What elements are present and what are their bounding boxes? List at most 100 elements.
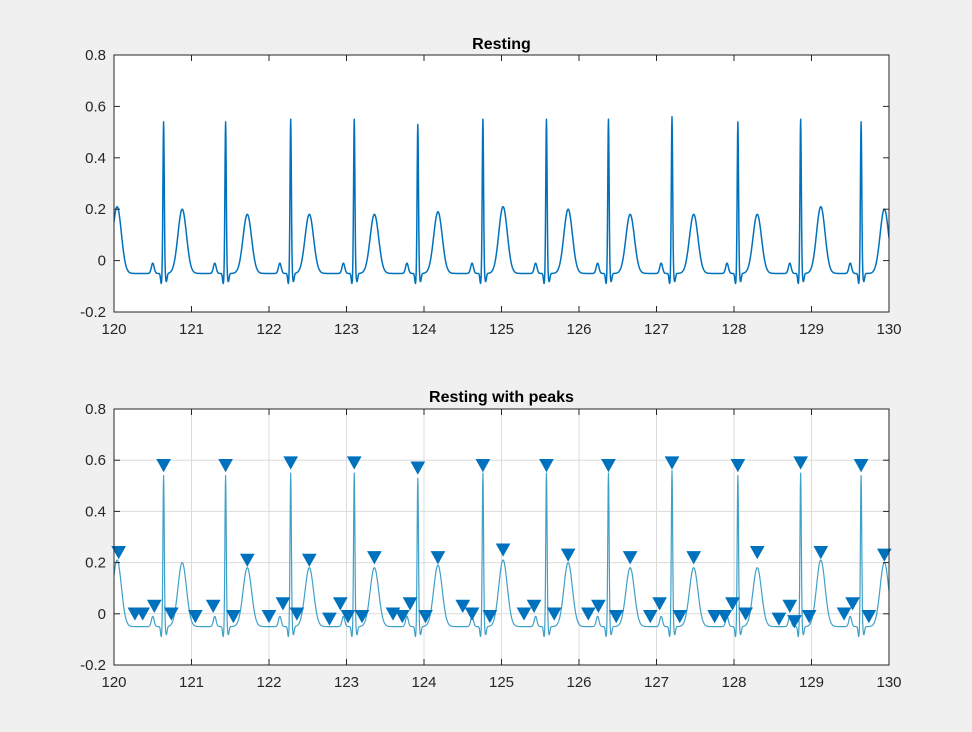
y-tick-label: 0.6: [85, 98, 106, 115]
peak-marker: [164, 607, 179, 621]
x-tick-label: 130: [876, 674, 901, 691]
axis-ticks: 120 121 122 123 124 125 126 127 128 129 130 -0.2 0 0.…: [80, 47, 901, 338]
y-tick-label: -0.2: [80, 657, 106, 674]
peak-marker: [686, 551, 702, 565]
peak-marker: [188, 610, 203, 624]
peak-marker: [801, 610, 817, 624]
x-tick-label: 121: [179, 674, 204, 691]
peak-marker: [495, 543, 511, 557]
x-tick-label: 130: [876, 321, 901, 338]
peak-marker: [749, 546, 765, 560]
peak-marker: [464, 607, 480, 621]
peak-marker: [156, 458, 171, 473]
peak-marker: [861, 610, 877, 624]
x-tick-label: 124: [411, 321, 436, 338]
peak-marker: [546, 607, 562, 621]
peak-marker: [601, 458, 616, 473]
peak-marker: [836, 607, 852, 621]
x-tick-label: 122: [256, 321, 281, 338]
peak-marker: [455, 599, 471, 613]
peak-marker: [475, 458, 491, 473]
ecg-line: [114, 115, 889, 285]
peak-marker: [539, 458, 554, 473]
peak-marker: [322, 612, 337, 626]
peak-marker: [652, 597, 667, 611]
axes-resting: 120 121 122 123 124 125 126 127 128 129 130 -0.2 0 0.…: [80, 36, 901, 338]
x-tick-label: 120: [101, 674, 126, 691]
peak-marker: [111, 546, 126, 560]
x-tick-label: 123: [334, 674, 359, 691]
x-tick-label: 122: [256, 674, 281, 691]
y-tick-label: -0.2: [80, 304, 106, 321]
peak-marker: [205, 599, 221, 613]
x-tick-label: 129: [799, 674, 824, 691]
peak-marker: [346, 456, 362, 470]
peak-marker: [707, 610, 722, 624]
peak-marker: [354, 610, 370, 624]
peak-marker: [580, 607, 596, 621]
peak-marker: [218, 458, 233, 473]
peak-marker: [332, 597, 348, 611]
x-tick-label: 125: [489, 674, 514, 691]
peak-marker: [146, 599, 162, 613]
peak-marker: [642, 610, 658, 624]
x-tick-label: 124: [411, 674, 436, 691]
y-tick-label: 0.2: [85, 201, 106, 218]
ecg-line: [114, 469, 889, 638]
peak-marker: [430, 551, 446, 565]
peak-marker: [226, 610, 241, 624]
x-tick-label: 126: [566, 674, 591, 691]
plot-title: Resting: [472, 36, 531, 53]
y-tick-label: 0.2: [85, 555, 106, 572]
x-tick-label: 121: [179, 321, 204, 338]
peak-marker: [135, 607, 151, 621]
peak-marker: [845, 597, 860, 611]
peak-marker: [793, 456, 808, 470]
x-tick-label: 127: [644, 321, 669, 338]
peak-marker: [782, 599, 798, 613]
peak-marker: [771, 612, 787, 626]
axis-ticks: 120 121 122 123 124 125 126 127 128 129 130 -0.2 0 0.…: [80, 401, 901, 691]
peak-marker: [418, 610, 433, 624]
peak-marker: [516, 607, 532, 621]
peak-marker: [730, 458, 746, 473]
x-tick-label: 128: [721, 674, 746, 691]
y-tick-label: 0.4: [85, 503, 106, 520]
x-tick-label: 128: [721, 321, 746, 338]
axes-resting-with-peaks: 120 121 122 123 124 125 126 127 128 129 130 -0.2 0 0.…: [80, 389, 901, 691]
peak-marker: [275, 597, 291, 611]
peak-marker: [738, 607, 753, 621]
peak-marker: [877, 548, 892, 562]
peak-marker: [560, 548, 576, 562]
peak-marker: [482, 610, 498, 624]
y-tick-label: 0.6: [85, 452, 106, 469]
x-tick-label: 120: [101, 321, 126, 338]
y-tick-label: 0: [98, 253, 106, 270]
peak-marker: [672, 610, 688, 624]
peak-marker: [622, 551, 638, 565]
y-tick-label: 0.4: [85, 150, 106, 167]
peak-markers: [111, 456, 892, 629]
x-tick-label: 129: [799, 321, 824, 338]
y-tick-label: 0.8: [85, 47, 106, 64]
peak-marker: [664, 456, 680, 470]
y-tick-label: 0: [98, 606, 106, 623]
y-tick-label: 0.8: [85, 401, 106, 418]
x-tick-label: 123: [334, 321, 359, 338]
peak-marker: [787, 615, 802, 629]
peak-marker: [402, 597, 418, 611]
peak-marker: [813, 546, 829, 560]
peak-marker: [591, 599, 606, 613]
peak-marker: [289, 607, 305, 621]
x-tick-label: 126: [566, 321, 591, 338]
peak-marker: [261, 610, 277, 624]
peak-marker: [717, 610, 733, 624]
peak-marker: [367, 551, 382, 565]
x-tick-label: 127: [644, 674, 669, 691]
peak-marker: [853, 458, 869, 473]
peak-marker: [526, 599, 542, 613]
plot-title: Resting with peaks: [429, 389, 574, 406]
peak-marker: [394, 610, 410, 624]
